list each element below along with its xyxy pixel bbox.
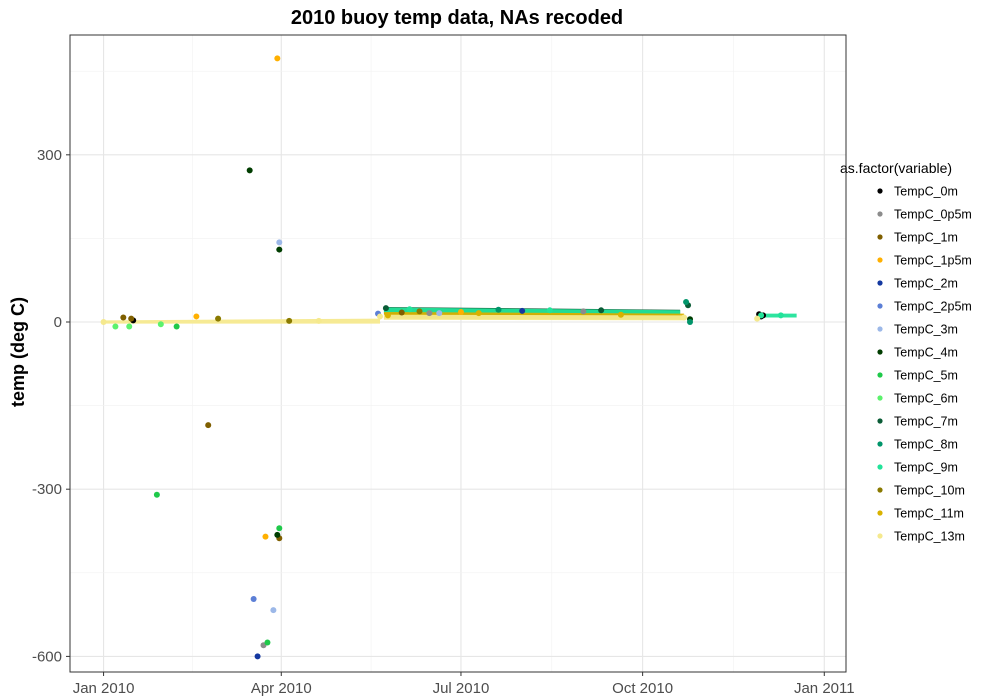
data-point-tempc-1m <box>120 314 127 321</box>
data-point-tempc-1p5m <box>274 55 281 62</box>
legend-key <box>877 510 883 516</box>
data-points <box>100 55 784 660</box>
legend-title: as.factor(variable) <box>840 160 952 176</box>
legend-key <box>877 303 883 309</box>
legend-key <box>877 188 883 194</box>
data-point-tempc-1p5m <box>262 533 269 540</box>
legend-key <box>877 234 883 240</box>
legend-label: TempC_11m <box>894 507 964 521</box>
legend-label: TempC_0m <box>894 185 958 199</box>
data-point-tempc-5m <box>173 323 180 330</box>
data-point-tempc-13m <box>681 314 688 321</box>
legend-label: TempC_6m <box>894 392 958 406</box>
y-axis-label: temp (deg C) <box>8 297 28 407</box>
plot-panel-border <box>69 34 847 673</box>
legend-key <box>877 464 883 470</box>
chart-title: 2010 buoy temp data, NAs recoded <box>291 7 623 29</box>
legend-label: TempC_3m <box>894 323 958 337</box>
data-point-tempc-5m <box>153 491 160 498</box>
legend-label: TempC_1p5m <box>894 254 972 268</box>
legend-key <box>877 257 883 263</box>
data-point-tempc-10m <box>215 315 222 322</box>
data-point-tempc-13m <box>100 319 107 326</box>
data-point-tempc-7m <box>382 305 389 312</box>
legend-key <box>877 280 883 286</box>
data-point-tempc-7m <box>598 307 605 314</box>
legend-key <box>877 533 883 539</box>
data-point-tempc-6m <box>126 323 133 330</box>
legend-label: TempC_4m <box>894 346 958 360</box>
data-point-tempc-1m <box>205 422 212 429</box>
data-point-tempc-2p5m <box>250 595 257 602</box>
data-point-tempc-13m <box>315 317 322 324</box>
data-point-tempc-11m <box>384 312 391 319</box>
legend-key <box>877 395 883 401</box>
legend-key <box>877 349 883 355</box>
legend-label: TempC_9m <box>894 461 958 475</box>
data-point-tempc-5m <box>264 639 271 646</box>
data-point-tempc-8m <box>495 306 502 313</box>
data-point-tempc-13m <box>377 313 384 320</box>
data-point-tempc-6m <box>157 321 164 328</box>
y-tick-label: 0 <box>54 314 62 331</box>
legend-label: TempC_0p5m <box>894 208 972 222</box>
y-tick-label: -300 <box>32 481 62 498</box>
data-point-tempc-3m <box>276 239 283 246</box>
data-point-tempc-11m <box>617 311 624 318</box>
band-summer-13m <box>383 314 685 321</box>
legend-label: TempC_5m <box>894 369 958 383</box>
data-point-tempc-4m <box>276 246 283 253</box>
legend-key <box>877 418 883 424</box>
data-point-tempc-9m <box>406 306 413 313</box>
legend-label: TempC_1m <box>894 231 958 245</box>
legend: TempC_0m TempC_0p5m TempC_1m TempC_1p5m Temp… <box>877 185 972 544</box>
legend-key <box>877 441 883 447</box>
axes: Jan 2010 Apr 2010 Jul 2010 Oct 2010 Jan 2011… <box>32 147 855 697</box>
legend-key <box>877 211 883 217</box>
legend-label: TempC_2p5m <box>894 300 972 314</box>
data-point-tempc-9m <box>758 312 765 319</box>
data-point-tempc-2m <box>519 307 526 314</box>
x-tick-label: Jan 2011 <box>794 680 855 697</box>
legend-label: TempC_10m <box>894 484 965 498</box>
data-point-tempc-1m <box>398 309 405 316</box>
legend-label: TempC_8m <box>894 438 958 452</box>
data-point-tempc-8m <box>683 298 690 305</box>
data-point-tempc-3m <box>270 607 277 614</box>
data-point-tempc-9m <box>546 307 553 314</box>
band-winter-13m <box>103 318 381 324</box>
data-point-tempc-8m <box>687 319 694 326</box>
y-tick-label: 300 <box>37 147 62 164</box>
dense-data-bands <box>103 306 797 324</box>
data-point-tempc-4m <box>246 167 253 174</box>
x-tick-label: Apr 2010 <box>251 680 312 697</box>
legend-label: TempC_2m <box>894 277 958 291</box>
legend-label: TempC_13m <box>894 530 965 544</box>
data-point-tempc-11m <box>475 310 482 317</box>
data-point-tempc-13m <box>754 315 761 322</box>
legend-label: TempC_7m <box>894 415 958 429</box>
x-tick-label: Jul 2010 <box>433 680 490 697</box>
legend-key <box>877 326 883 332</box>
data-point-tempc-1m <box>128 315 135 322</box>
x-tick-label: Oct 2010 <box>612 680 673 697</box>
data-point-tempc-5m <box>276 525 283 532</box>
grid <box>70 35 846 672</box>
data-point-tempc-10m <box>416 308 423 315</box>
data-point-tempc-3m <box>436 310 443 317</box>
data-point-tempc-4m <box>274 531 281 538</box>
data-point-tempc-2m <box>254 653 261 660</box>
data-point-tempc-1p5m <box>457 308 464 315</box>
legend-key <box>877 487 883 493</box>
data-point-tempc-1p5m <box>193 313 200 320</box>
data-point-tempc-0p5m <box>580 308 587 315</box>
y-tick-label: -600 <box>32 648 62 665</box>
data-point-tempc-6m <box>112 323 119 330</box>
data-point-tempc-0p5m <box>426 310 433 317</box>
data-point-tempc-10m <box>286 317 293 324</box>
data-point-tempc-9m <box>777 312 784 319</box>
x-tick-label: Jan 2010 <box>73 680 135 697</box>
legend-key <box>877 372 883 378</box>
